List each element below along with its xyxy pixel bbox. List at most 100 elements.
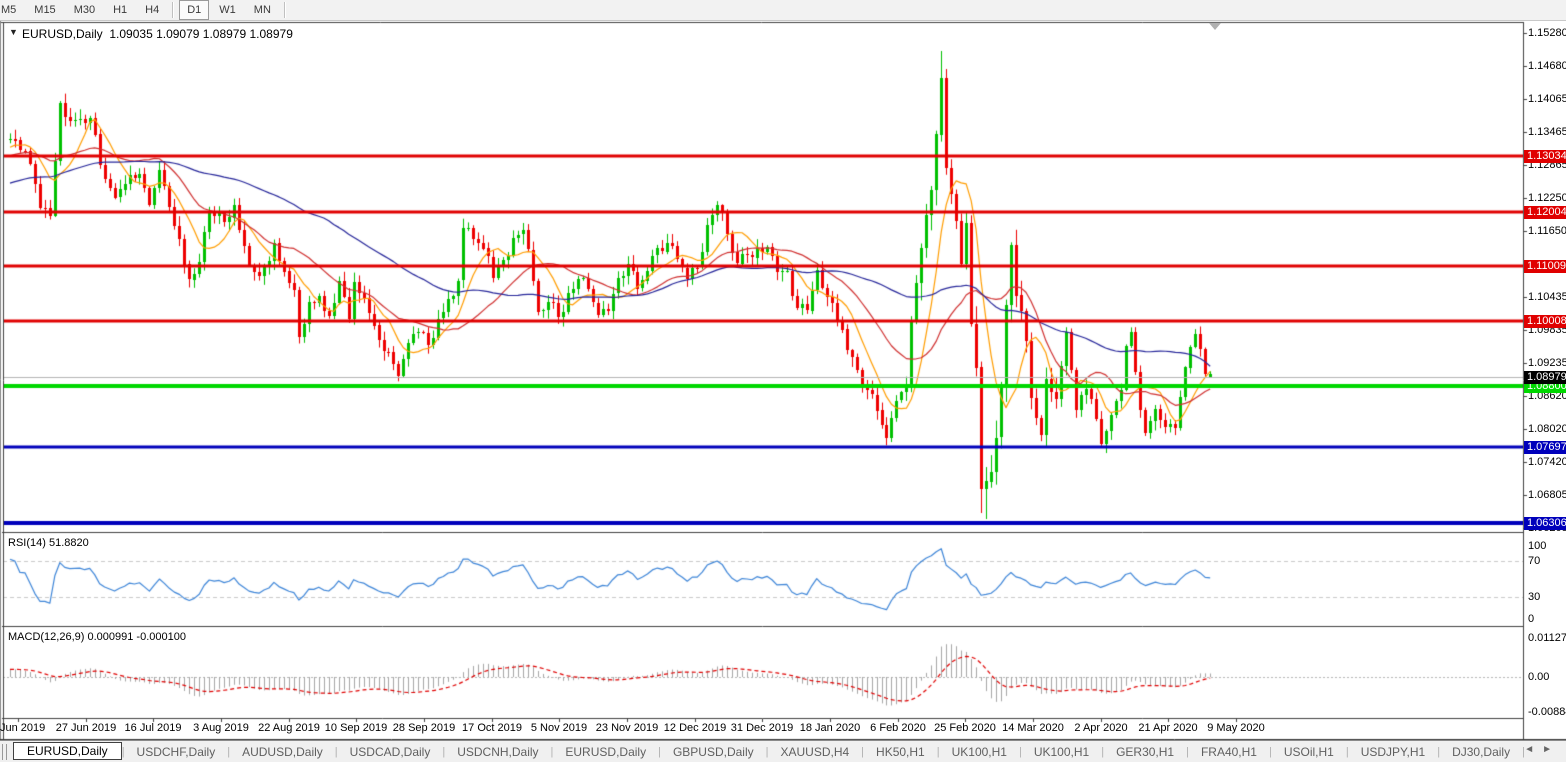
toolbar-divider	[283, 2, 286, 18]
rsi-indicator-label: RSI(14) 51.8820	[8, 537, 89, 549]
timeframe-toolbar: M5 M15 M30 H1 H4 D1 W1 MN	[0, 0, 1566, 21]
price-axis-tick: 1.10435	[1528, 291, 1566, 303]
price-axis-tick: 1.09235	[1528, 357, 1566, 369]
tab-separator: |	[1018, 745, 1022, 758]
price-line-label: 1.07697	[1524, 441, 1566, 454]
price-axis-tick: 1.08620	[1528, 390, 1566, 402]
tab-eurusd-daily-0[interactable]: EURUSD,Daily	[13, 741, 122, 760]
tab-bar-grip[interactable]	[2, 743, 7, 760]
macd-axis-tick: 0.011277	[1528, 632, 1566, 644]
tab-separator: |	[227, 745, 231, 758]
price-line-label: 1.11009	[1524, 260, 1566, 273]
timeframe-button-m30[interactable]: M30	[73, 4, 96, 16]
price-line-label: 1.10008	[1524, 315, 1566, 328]
tab-gbpusd-daily-6[interactable]: GBPUSD,Daily	[672, 744, 754, 759]
date-axis-label: 12 Dec 2019	[663, 722, 727, 734]
date-axis-label: 6 Feb 2020	[870, 722, 926, 734]
tab-separator: |	[334, 745, 338, 758]
tab-xauusd-h4-7[interactable]: XAUUSD,H4	[780, 744, 850, 759]
timeframe-button-w1[interactable]: W1	[219, 4, 236, 16]
tab-usdjpy-h1-14[interactable]: USDJPY,H1	[1360, 744, 1426, 759]
timeframe-button-mn[interactable]: MN	[253, 4, 271, 16]
tab-fra40-h1-12[interactable]: FRA40,H1	[1200, 744, 1257, 759]
tab-separator: |	[1268, 745, 1272, 758]
price-axis-tick: 1.07420	[1528, 456, 1566, 468]
tab-separator: |	[1522, 745, 1525, 758]
date-axis-label: 9 May 2020	[1207, 722, 1265, 734]
tab-ger30-h1-11[interactable]: GER30,H1	[1116, 744, 1175, 759]
chart-dropdown-icon: ▼	[9, 27, 18, 37]
date-axis-label: 25 Feb 2020	[934, 722, 996, 734]
timeframe-button-h1[interactable]: H1	[113, 4, 128, 16]
tab-separator: |	[121, 745, 125, 758]
rsi-axis-tick: 70	[1528, 555, 1541, 567]
price-line-label: 1.06306	[1524, 517, 1566, 530]
date-axis-label: 31 Dec 2019	[730, 722, 794, 734]
tab-scroll-right-icon[interactable]: ►	[1542, 744, 1560, 755]
tab-separator: |	[1101, 745, 1105, 758]
date-axis-label: 27 Jun 2019	[55, 722, 117, 734]
rsi-axis-tick: 0	[1528, 613, 1535, 625]
date-axis-label: 28 Sep 2019	[392, 722, 456, 734]
tab-scroll-arrows: ◄►	[1524, 744, 1560, 755]
tabs-holder: EURUSD,Daily | USDCHF,Daily | AUDUSD,Daily | U…	[13, 741, 1525, 761]
tab-separator: |	[550, 745, 554, 758]
tab-usoil-h1-13[interactable]: USOil,H1	[1283, 744, 1334, 759]
timeframe-button-d1[interactable]: D1	[179, 0, 210, 20]
tab-usdcad-daily-3[interactable]: USDCAD,Daily	[349, 744, 431, 759]
chart-title-ohlc: 1.09035 1.09079 1.08979 1.08979	[109, 27, 293, 41]
toolbar-divider	[172, 2, 175, 18]
tab-uk100-h1-9[interactable]: UK100,H1	[951, 744, 1007, 759]
date-axis-label: 5 Nov 2019	[530, 722, 588, 734]
timeframe-button-m5[interactable]: M5	[1, 4, 17, 16]
tab-separator: |	[658, 745, 661, 758]
date-axis-label: 10 Sep 2019	[324, 722, 388, 734]
chart-shift-marker[interactable]	[1209, 23, 1221, 30]
tab-separator: |	[1345, 745, 1349, 758]
macd-axis-tick: 0.00	[1528, 671, 1550, 683]
tab-uk100-h1-10[interactable]: UK100,H1	[1033, 744, 1090, 759]
price-axis-tick: 1.13465	[1528, 126, 1566, 138]
rsi-axis-tick: 100	[1528, 540, 1547, 552]
timeframe-button-h4[interactable]: H4	[145, 4, 160, 16]
price-axis-tick: 1.14065	[1528, 93, 1566, 105]
price-line-label: 1.13034	[1524, 150, 1566, 163]
chart-title: EURUSD,Daily 1.09035 1.09079 1.08979 1.0…	[22, 27, 293, 41]
price-line-label: 1.12004	[1524, 206, 1566, 219]
date-axis-label: 8 Jun 2019	[0, 722, 46, 734]
date-axis-label: 17 Oct 2019	[462, 722, 522, 734]
tab-separator: |	[1186, 745, 1189, 758]
date-axis-label: 18 Jan 2020	[799, 722, 861, 734]
tab-audusd-daily-2[interactable]: AUDUSD,Daily	[242, 744, 323, 759]
tab-usdcnh-daily-4[interactable]: USDCNH,Daily	[457, 744, 539, 759]
price-axis-tick: 1.12250	[1528, 192, 1566, 204]
tab-separator: |	[936, 745, 940, 758]
timeframe-button-m15[interactable]: M15	[34, 4, 56, 16]
bid-price-label: 1.08979	[1524, 371, 1566, 384]
rsi-axis-tick: 30	[1528, 591, 1541, 603]
chart-tab-bar: EURUSD,Daily | USDCHF,Daily | AUDUSD,Daily | U…	[0, 740, 1566, 762]
chart-title-symbol: EURUSD,Daily	[22, 27, 103, 41]
macd-axis-tick: -0.008845	[1528, 706, 1566, 718]
tab-scroll-left-icon[interactable]: ◄	[1524, 744, 1543, 755]
date-axis-label: 2 Apr 2020	[1074, 722, 1128, 734]
price-axis-tick: 1.11650	[1528, 225, 1566, 237]
tab-eurusd-daily-5[interactable]: EURUSD,Daily	[565, 744, 647, 759]
date-axis-label: 21 Apr 2020	[1138, 722, 1198, 734]
price-axis-tick: 1.08020	[1528, 423, 1566, 435]
price-axis-tick: 1.14680	[1528, 60, 1566, 72]
tab-dj30-daily-15[interactable]: DJ30,Daily	[1452, 744, 1511, 759]
date-axis-label: 16 Jul 2019	[124, 722, 182, 734]
tab-separator: |	[1437, 745, 1441, 758]
tab-separator: |	[442, 745, 446, 758]
date-axis-label: 22 Aug 2019	[258, 722, 320, 734]
tab-usdchf-daily-1[interactable]: USDCHF,Daily	[136, 744, 216, 759]
tab-separator: |	[765, 745, 769, 758]
tab-separator: |	[861, 745, 865, 758]
macd-indicator-label: MACD(12,26,9) 0.000991 -0.000100	[8, 631, 186, 643]
tab-hk50-h1-8[interactable]: HK50,H1	[876, 744, 925, 759]
price-axis-tick: 1.15280	[1528, 27, 1566, 39]
date-axis-label: 3 Aug 2019	[193, 722, 249, 734]
